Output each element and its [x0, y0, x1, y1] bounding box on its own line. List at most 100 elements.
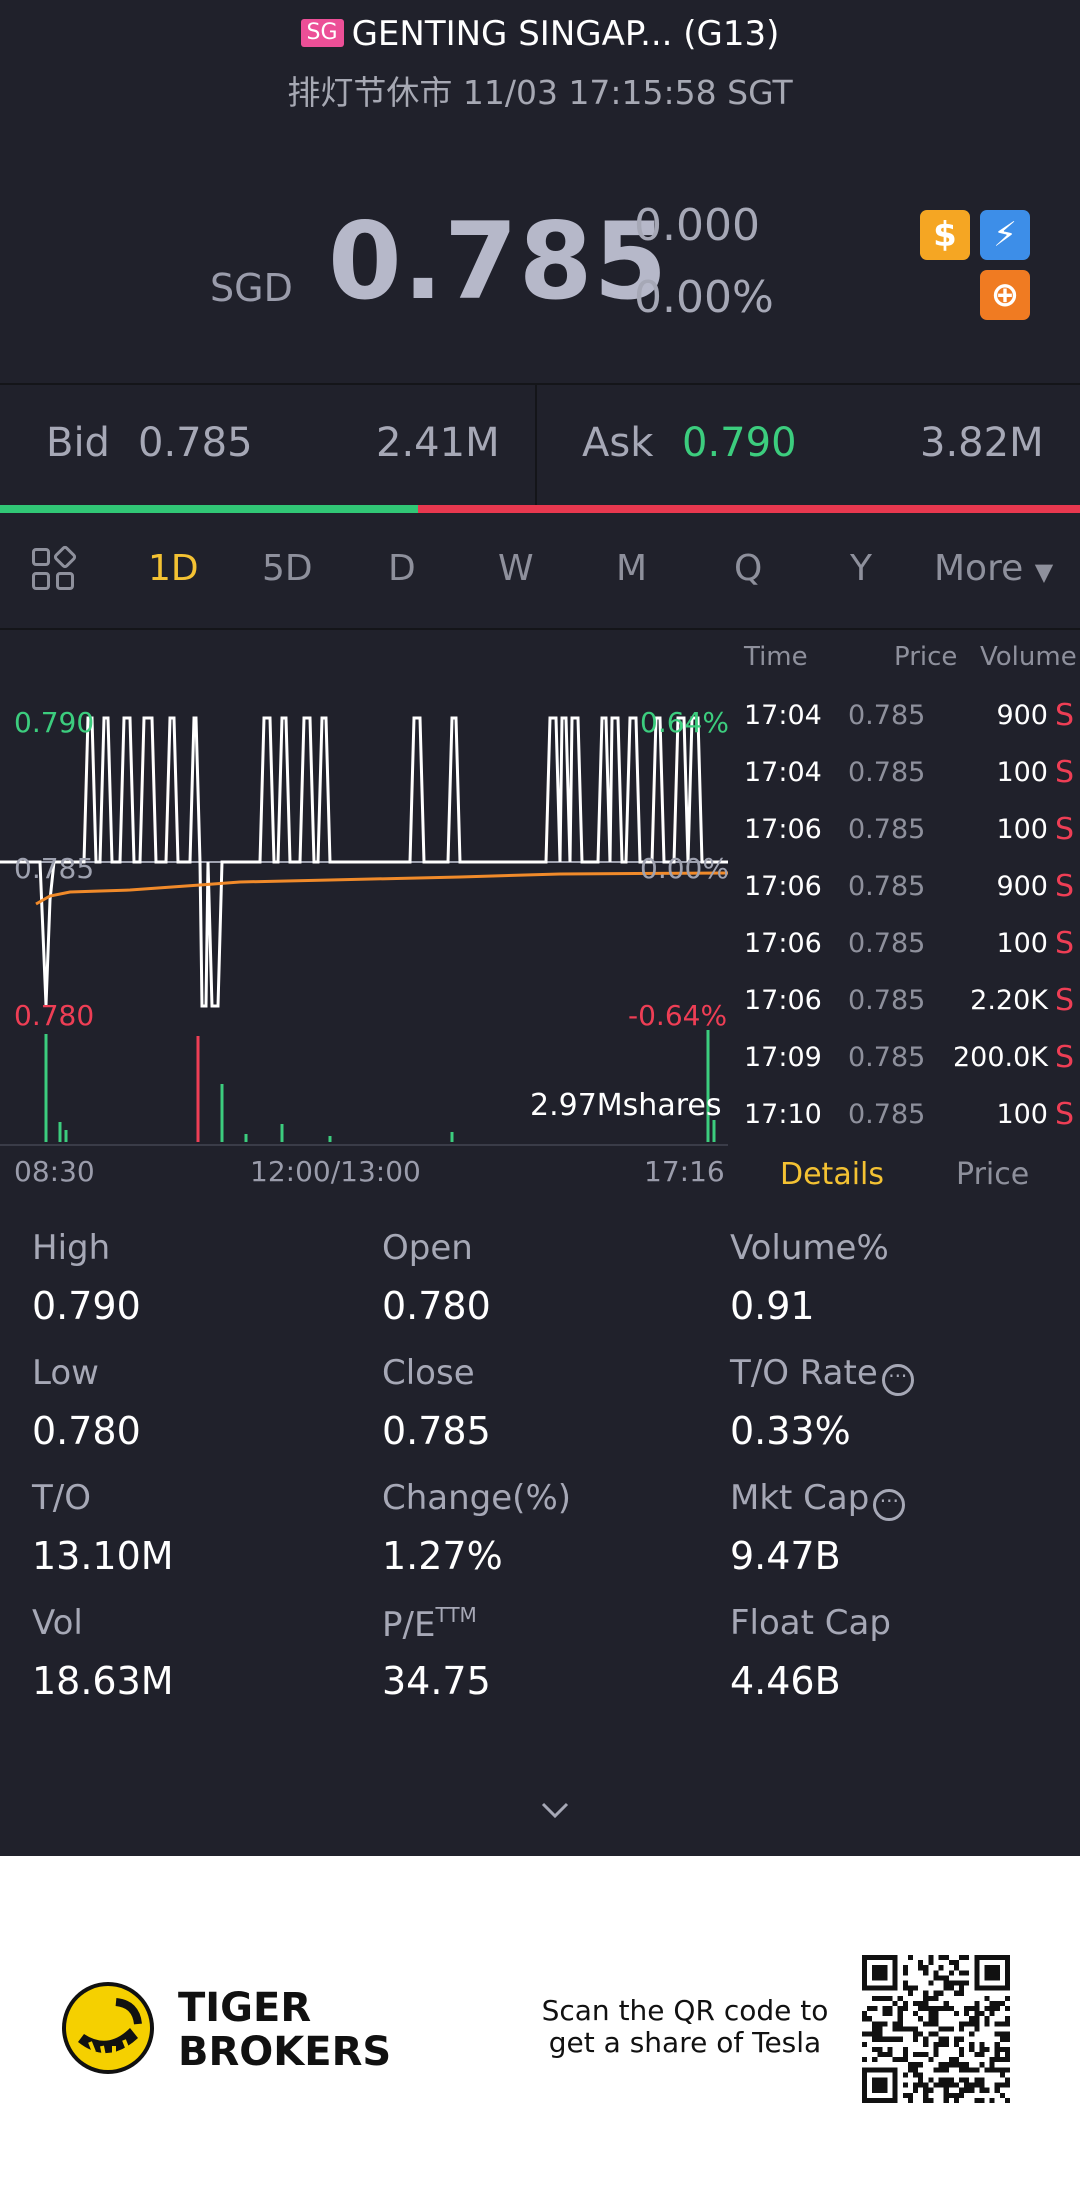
- ask-price: 0.790: [682, 420, 797, 466]
- trade-volume: 900: [996, 871, 1048, 902]
- pe-label: P/ETTM: [382, 1603, 477, 1645]
- tab-q[interactable]: Q: [734, 548, 763, 589]
- x-label-close: 17:16: [644, 1155, 725, 1188]
- trade-row: 17:06 0.785 2.20K S: [740, 983, 1080, 1041]
- trade-time: 17:06: [744, 928, 822, 959]
- y-low-label: 0.780: [14, 999, 95, 1032]
- turnover-rate-text: T/O Rate: [730, 1353, 878, 1393]
- price-change: 0.000: [634, 200, 760, 251]
- last-price: 0.785: [328, 200, 669, 323]
- tab-y[interactable]: Y: [850, 548, 872, 589]
- turnover-label: T/O: [32, 1478, 91, 1518]
- price-change-pct: 0.00%: [634, 272, 774, 323]
- mkt-cap-value: 9.47B: [730, 1534, 841, 1578]
- trade-volume: 100: [996, 757, 1048, 788]
- trade-time: 17:06: [744, 985, 822, 1016]
- tab-1d[interactable]: 1D: [148, 548, 199, 589]
- volume-pct-label: Volume%: [730, 1228, 889, 1268]
- tab-m[interactable]: M: [616, 548, 648, 589]
- more-info-icon[interactable]: ···: [873, 1489, 906, 1521]
- trade-side: S: [1054, 1040, 1074, 1075]
- scan-prompt: Scan the QR code to get a share of Tesla: [541, 1994, 829, 2059]
- trade-row: 17:09 0.785 200.0K S: [740, 1040, 1080, 1098]
- divider: [0, 628, 1080, 630]
- intraday-chart[interactable]: [0, 630, 730, 1150]
- vol-value: 18.63M: [32, 1659, 174, 1703]
- trade-time: 17:06: [744, 871, 822, 902]
- brand-line-1: TIGER: [178, 1985, 312, 2031]
- high-value: 0.790: [32, 1284, 141, 1328]
- y-mid-label: 0.785: [14, 852, 95, 885]
- tab-price[interactable]: Price: [956, 1157, 1030, 1192]
- tab-details[interactable]: Details: [780, 1157, 885, 1192]
- margin-icon[interactable]: ⊕: [980, 270, 1030, 320]
- grid-icon[interactable]: [32, 544, 78, 594]
- vol-label: Vol: [32, 1603, 83, 1643]
- tab-d[interactable]: D: [388, 548, 416, 589]
- trade-volume: 2.20K: [970, 985, 1048, 1016]
- trade-time: 17:09: [744, 1042, 822, 1073]
- turnover-rate-label: T/O Rate ···: [730, 1353, 914, 1396]
- dollar-icon[interactable]: $: [920, 210, 970, 260]
- expand-chevron-icon[interactable]: [535, 1790, 575, 1830]
- market-status: 排灯节休市 11/03 17:15:58 SGT: [287, 73, 793, 112]
- average-price-line: [35, 871, 729, 906]
- qr-code: [862, 1955, 1010, 2103]
- trade-volume: 100: [996, 814, 1048, 845]
- pe-text: P/E: [382, 1605, 436, 1645]
- x-label-open: 08:30: [14, 1155, 95, 1188]
- tab-more-label: More: [934, 548, 1024, 589]
- change-value: 1.27%: [382, 1534, 503, 1578]
- trade-volume: 100: [996, 1099, 1048, 1130]
- bid-label: Bid: [46, 420, 110, 466]
- divider: [0, 383, 1080, 385]
- brand-name: TIGER BROKERS: [178, 1986, 391, 2074]
- pct-high-label: 0.64%: [640, 706, 729, 739]
- bid-price: 0.785: [138, 420, 253, 466]
- trade-side: S: [1054, 755, 1074, 790]
- trade-volume: 100: [996, 928, 1048, 959]
- stock-title[interactable]: SG GENTING SINGAP... (G13): [0, 14, 1080, 54]
- low-value: 0.780: [32, 1409, 141, 1453]
- trade-side: S: [1054, 812, 1074, 847]
- trade-time: 17:10: [744, 1099, 822, 1130]
- stock-name: GENTING SINGAP... (G13): [351, 14, 780, 54]
- market-badge: SG: [300, 19, 344, 47]
- brand-line-2: BROKERS: [178, 2029, 392, 2075]
- trade-row: 17:04 0.785 100 S: [740, 755, 1080, 813]
- trade-price: 0.785: [848, 985, 926, 1016]
- trade-row: 17:04 0.785 900 S: [740, 698, 1080, 756]
- ask-strength-bar: [418, 505, 1080, 513]
- close-value: 0.785: [382, 1409, 491, 1453]
- pct-mid-label: 0.00%: [640, 852, 729, 885]
- currency-label: SGD: [210, 266, 293, 310]
- tab-more[interactable]: More ▼: [934, 548, 1053, 589]
- x-label-lunch: 12:00/13:00: [250, 1155, 421, 1188]
- trade-price: 0.785: [848, 1099, 926, 1130]
- turnover-rate-value: 0.33%: [730, 1409, 851, 1453]
- trade-row: 17:06 0.785 100 S: [740, 812, 1080, 870]
- high-label: High: [32, 1228, 111, 1268]
- volume-bars: [44, 1030, 716, 1142]
- trade-row: 17:06 0.785 100 S: [740, 926, 1080, 984]
- trade-side: S: [1054, 698, 1074, 733]
- tab-w[interactable]: W: [498, 548, 534, 589]
- flash-icon[interactable]: ⚡: [980, 210, 1030, 260]
- trade-side: S: [1054, 926, 1074, 961]
- trade-time: 17:04: [744, 757, 822, 788]
- low-label: Low: [32, 1353, 99, 1393]
- more-info-icon[interactable]: ···: [881, 1364, 914, 1396]
- trade-price: 0.785: [848, 814, 926, 845]
- y-high-label: 0.790: [14, 706, 95, 739]
- pe-value: 34.75: [382, 1659, 491, 1703]
- pe-ttm-sup: TTM: [435, 1603, 477, 1627]
- chevron-down-icon: ▼: [1034, 558, 1054, 586]
- close-label: Close: [382, 1353, 475, 1393]
- trade-price: 0.785: [848, 928, 926, 959]
- turnover-value: 13.10M: [32, 1534, 174, 1578]
- trade-side: S: [1054, 983, 1074, 1018]
- volume-pct-value: 0.91: [730, 1284, 815, 1328]
- open-value: 0.780: [382, 1284, 491, 1328]
- tab-5d[interactable]: 5D: [262, 548, 313, 589]
- ask-size: 3.82M: [920, 420, 1044, 466]
